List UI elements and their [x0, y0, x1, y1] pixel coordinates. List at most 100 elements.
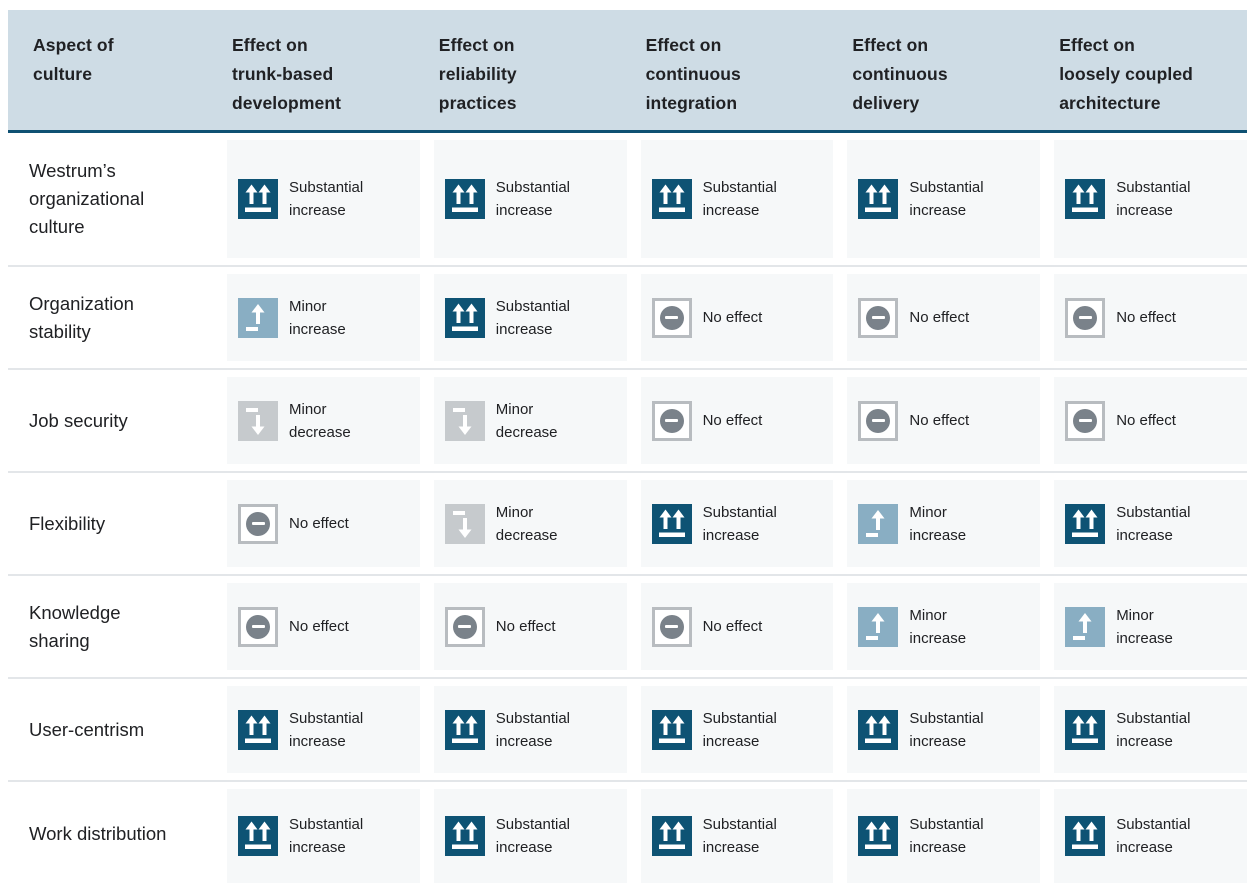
- effect-cell: No effect: [627, 576, 834, 677]
- effect-cell-content: Substantial increase: [1054, 789, 1247, 883]
- effect-cell: Substantial increase: [1040, 473, 1247, 574]
- up-arrow-icon: [858, 606, 899, 647]
- minus-circle-icon: [1065, 297, 1106, 338]
- header-label: Effect on trunk-based development: [232, 35, 342, 113]
- minus-circle-icon: [858, 297, 899, 338]
- minus-circle: [246, 511, 270, 536]
- effect-cell: No effect: [833, 267, 1041, 368]
- minus-circle-icon: [238, 503, 278, 544]
- effect-cell: No effect: [213, 576, 420, 677]
- effect-cell: Substantial increase: [833, 679, 1041, 780]
- effect-cell: Substantial increase: [627, 782, 834, 886]
- effect-label: Substantial increase: [909, 816, 984, 856]
- effect-cell: Substantial increase: [213, 679, 420, 780]
- effect-cell-content: No effect: [433, 583, 627, 670]
- minus-bar: [871, 418, 885, 423]
- table-row: Westrum’s organizational culture Substant…: [8, 133, 1247, 265]
- effect-label: No effect: [289, 618, 349, 635]
- effect-cell: Minor increase: [833, 576, 1041, 677]
- effect-label: No effect: [1116, 412, 1176, 429]
- double-up-arrows-icon: [651, 179, 692, 219]
- effect-cell: No effect: [213, 473, 420, 574]
- effect-label: Substantial increase: [495, 179, 571, 219]
- effect-label: Substantial increase: [909, 179, 984, 219]
- minus-circle: [246, 614, 270, 639]
- effect-label: Substantial increase: [702, 816, 777, 856]
- effect-cell: Substantial increase: [213, 782, 420, 886]
- effect-cell-content: Substantial increase: [1054, 140, 1247, 258]
- effect-label: Substantial increase: [495, 709, 571, 750]
- table-row: Knowledge sharing No effect No effect No ef…: [8, 574, 1247, 677]
- double-up-arrows-icon: [238, 709, 278, 750]
- effect-label: Minor increase: [1116, 606, 1173, 647]
- aspect-label: Organization stability: [29, 292, 134, 342]
- aspect-label: Westrum’s organizational culture: [29, 160, 145, 237]
- effect-cell-content: Substantial increase: [847, 140, 1041, 258]
- double-up-arrows-icon: [1065, 179, 1106, 219]
- effect-cell-content: Substantial increase: [847, 789, 1041, 883]
- aspect-label: Work distribution: [29, 823, 167, 844]
- effect-cell: Substantial increase: [627, 679, 834, 780]
- effect-cell: Minor increase: [1040, 576, 1247, 677]
- effect-cell: Substantial increase: [833, 782, 1041, 886]
- table-row: Organization stability Minor increase Subs…: [8, 265, 1247, 368]
- effect-cell-content: No effect: [847, 274, 1041, 361]
- effect-label: Substantial increase: [495, 816, 571, 856]
- effect-label: Minor increase: [909, 606, 967, 647]
- effect-label: Substantial increase: [289, 709, 364, 750]
- effect-label: Substantial increase: [702, 179, 777, 219]
- aspect-label-cell: Knowledge sharing: [8, 576, 213, 677]
- effect-cell-content: No effect: [640, 274, 834, 361]
- effect-label: Substantial increase: [289, 816, 364, 856]
- aspect-label-cell: User-centrism: [8, 679, 213, 780]
- table-row: Work distribution Substantial increase Sub…: [8, 780, 1247, 886]
- effect-cell: Substantial increase: [1040, 679, 1247, 780]
- effect-label: Minor increase: [289, 297, 346, 338]
- minus-bar: [251, 624, 265, 629]
- minus-circle-icon: [238, 606, 278, 647]
- header-label: Aspect of culture: [33, 35, 114, 84]
- double-up-arrows-icon: [651, 503, 692, 544]
- effect-cell: Substantial increase: [1040, 782, 1247, 886]
- effect-cell-content: Substantial increase: [433, 686, 627, 773]
- effect-cell-content: Minor decrease: [433, 377, 627, 464]
- effect-cell-content: No effect: [1054, 377, 1247, 464]
- effect-label: Substantial increase: [1116, 816, 1191, 856]
- minus-circle: [866, 408, 891, 433]
- minus-circle-icon: [1065, 400, 1106, 441]
- effect-cell: Substantial increase: [213, 133, 420, 265]
- effect-cell: Minor increase: [213, 267, 420, 368]
- effect-cell: Minor decrease: [420, 473, 627, 574]
- table-row: Flexibility No effect Minor decrease Substa…: [8, 471, 1247, 574]
- table-header-row: Aspect of culture Effect on trunk-based …: [8, 10, 1247, 133]
- effect-cell-content: Substantial increase: [227, 789, 420, 883]
- up-arrow-icon: [1065, 606, 1106, 647]
- effect-cell: No effect: [420, 576, 627, 677]
- effect-cell-content: No effect: [847, 377, 1041, 464]
- effect-label: Substantial increase: [702, 503, 777, 544]
- effect-cell: Minor decrease: [420, 370, 627, 471]
- aspect-label-cell: Job security: [8, 370, 213, 471]
- effect-cell-content: Minor decrease: [227, 377, 420, 464]
- minus-circle: [1073, 305, 1098, 330]
- aspect-label: Flexibility: [29, 512, 106, 534]
- minus-circle-icon: [858, 400, 899, 441]
- effect-label: Substantial increase: [1116, 503, 1191, 544]
- header-label: Effect on loosely coupled architecture: [1059, 35, 1193, 113]
- effect-label: No effect: [495, 618, 556, 635]
- minus-bar: [1078, 418, 1092, 423]
- minus-bar: [871, 315, 885, 320]
- effect-cell-content: No effect: [640, 583, 834, 670]
- effect-cell: Minor decrease: [213, 370, 420, 471]
- up-arrow-icon: [238, 297, 278, 338]
- double-up-arrows-icon: [1065, 503, 1106, 544]
- minus-bar: [665, 315, 679, 320]
- header-cell-loosely-coupled-architecture: Effect on loosely coupled architecture: [1040, 10, 1247, 130]
- effect-label: Minor decrease: [495, 400, 558, 441]
- table-row: User-centrism Substantial increase Substan…: [8, 677, 1247, 780]
- header-cell-continuous-integration: Effect on continuous integration: [627, 10, 834, 130]
- minus-bar: [1078, 315, 1092, 320]
- effect-cell-content: Substantial increase: [433, 789, 627, 883]
- effect-cell: Substantial increase: [420, 782, 627, 886]
